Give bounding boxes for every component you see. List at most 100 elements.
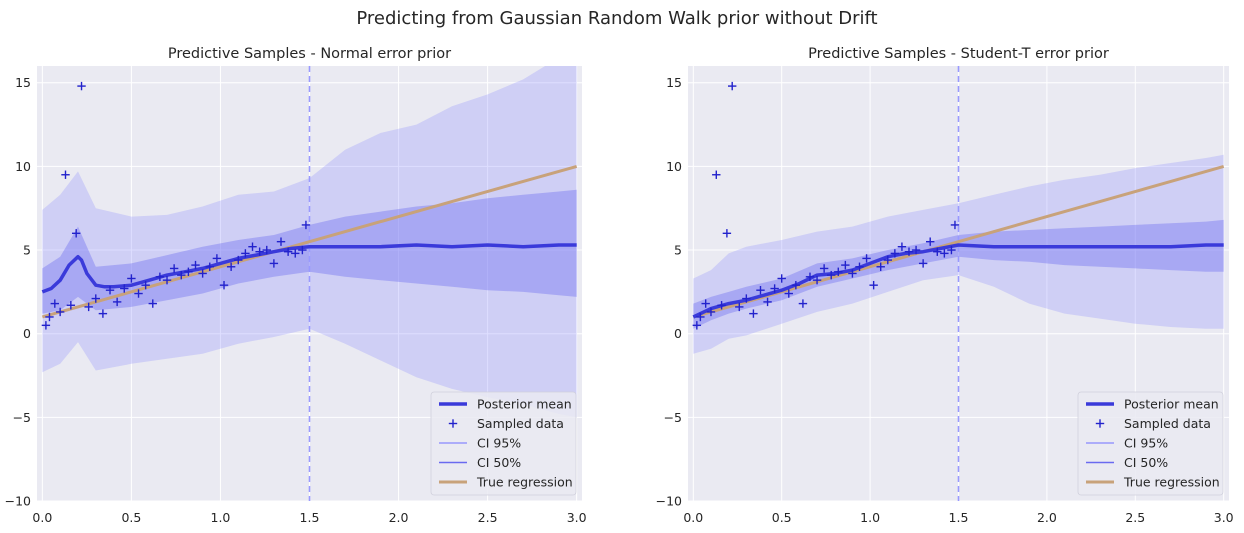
sampled-data-point <box>890 249 900 258</box>
sampled-data-point <box>696 312 705 322</box>
legend-item: CI 95% <box>439 436 521 451</box>
sampled-data-point <box>950 220 960 230</box>
sampled-data-point <box>911 245 921 255</box>
y-tick-label: 10 <box>15 159 31 174</box>
legend: Posterior mean Sampled data CI 95% CI 50% Tr… <box>430 391 577 496</box>
sampled-data-point <box>756 285 765 295</box>
legend-label: CI 50% <box>477 455 521 470</box>
sampled-data-point <box>897 242 907 251</box>
legend-box <box>1077 391 1224 496</box>
y-tick-label: 5 <box>674 243 682 258</box>
plot-content <box>692 66 1225 501</box>
legend-label: CI 95% <box>1124 436 1168 451</box>
x-tick-label: 1.0 <box>211 510 231 525</box>
sampled-data-point <box>177 270 186 280</box>
sampled-data-point <box>112 297 122 307</box>
legend-label: Sampled data <box>477 416 564 431</box>
sampled-data-point <box>127 274 136 283</box>
y-tick-label: −10 <box>5 494 31 509</box>
y-tick-label: 0 <box>674 326 682 341</box>
sampled-data-point <box>883 255 892 265</box>
x-tick-label: 2.0 <box>1037 510 1057 525</box>
sampled-data-point <box>805 272 815 282</box>
sampled-data-point <box>262 245 271 255</box>
legend-label: True regression <box>476 475 573 490</box>
x-tick-label: 2.5 <box>1125 510 1145 525</box>
sampled-data-point <box>98 309 108 318</box>
sampled-data-point <box>45 312 54 322</box>
sampled-data-point <box>727 81 737 91</box>
legend-label: Posterior mean <box>1124 397 1219 412</box>
y-tick-label: −5 <box>664 410 682 425</box>
chart-title: Predictive Samples - Student-T error pri… <box>808 46 1109 62</box>
sampled-data-point <box>940 249 949 258</box>
x-tick-label: 0.0 <box>32 510 52 525</box>
sampled-data-point <box>791 280 801 290</box>
sampled-data-point <box>61 170 70 179</box>
y-tick-label: 15 <box>15 75 31 90</box>
sampled-data-point <box>77 81 86 91</box>
sampled-data-point <box>706 307 716 317</box>
sampled-data-point <box>134 289 143 298</box>
sampled-data-point <box>66 301 76 310</box>
sampled-data-point <box>219 280 229 290</box>
legend-item: True regression <box>439 475 573 490</box>
sampled-data-point <box>918 259 928 268</box>
x-tick-label: 1.0 <box>860 510 880 525</box>
y-tick-label: 10 <box>666 159 682 174</box>
chart-panel-normal: Predictive Samples - Normal error prior 0… <box>5 46 587 525</box>
sampled-data-point <box>248 242 257 251</box>
legend-item: True regression <box>1086 475 1220 490</box>
sampled-data-point <box>701 299 710 308</box>
sampled-data-point <box>834 267 843 276</box>
x-tick-label: 2.5 <box>478 510 498 525</box>
sampled-data-point <box>770 284 779 293</box>
sampled-data-point <box>735 302 744 312</box>
sampled-data-point <box>784 289 793 298</box>
x-tick-label: 2.0 <box>389 510 409 525</box>
sampled-data-point <box>749 309 758 318</box>
sampled-data-point <box>234 255 243 265</box>
x-tick-label: 1.5 <box>949 510 969 525</box>
sampled-data-point <box>105 285 115 295</box>
legend-item: Posterior mean <box>1086 397 1219 412</box>
posterior-mean-line <box>692 243 1224 319</box>
legend-item: CI 95% <box>1086 436 1168 451</box>
legend-item: Posterior mean <box>439 397 572 412</box>
sampled-data-point <box>241 249 250 258</box>
sampled-data-point <box>812 275 822 285</box>
legend-label: Sampled data <box>1124 416 1211 431</box>
plot-content <box>41 66 578 501</box>
legend-label: CI 50% <box>1124 455 1168 470</box>
sampled-data-point <box>184 267 193 276</box>
sampled-data-point <box>283 247 293 256</box>
sampled-data-point <box>50 299 60 308</box>
sampled-data-point <box>148 299 157 308</box>
sampled-data-point <box>869 280 878 290</box>
sampled-data-point <box>120 284 129 293</box>
legend-item: Sampled data <box>448 416 564 431</box>
sampled-data-point <box>162 275 172 285</box>
sampled-data-point <box>904 247 914 256</box>
x-tick-label: 3.0 <box>567 510 587 525</box>
legend: Posterior mean Sampled data CI 95% CI 50% Tr… <box>1077 391 1224 496</box>
sampled-data-point <box>141 280 150 290</box>
chart-title: Predictive Samples - Normal error prior <box>168 46 451 62</box>
chart-panel-student-t: Predictive Samples - Student-T error pri… <box>656 46 1234 525</box>
sampled-data-point <box>876 262 885 271</box>
y-tick-label: −5 <box>13 410 31 425</box>
sampled-data-point <box>291 249 300 258</box>
x-tick-label: 1.5 <box>300 510 320 525</box>
x-tick-label: 0.5 <box>121 510 141 525</box>
legend-label: True regression <box>1123 475 1220 490</box>
sampled-data-point <box>91 294 100 303</box>
sampled-data-point <box>798 299 808 308</box>
sampled-data-point <box>855 262 864 271</box>
legend-label: Posterior mean <box>477 397 572 412</box>
sampled-data-point <box>255 247 264 256</box>
sampled-data-point <box>848 269 857 278</box>
x-tick-label: 3.0 <box>1214 510 1234 525</box>
true-regression-line <box>41 164 578 319</box>
sampled-data-point <box>827 270 836 280</box>
